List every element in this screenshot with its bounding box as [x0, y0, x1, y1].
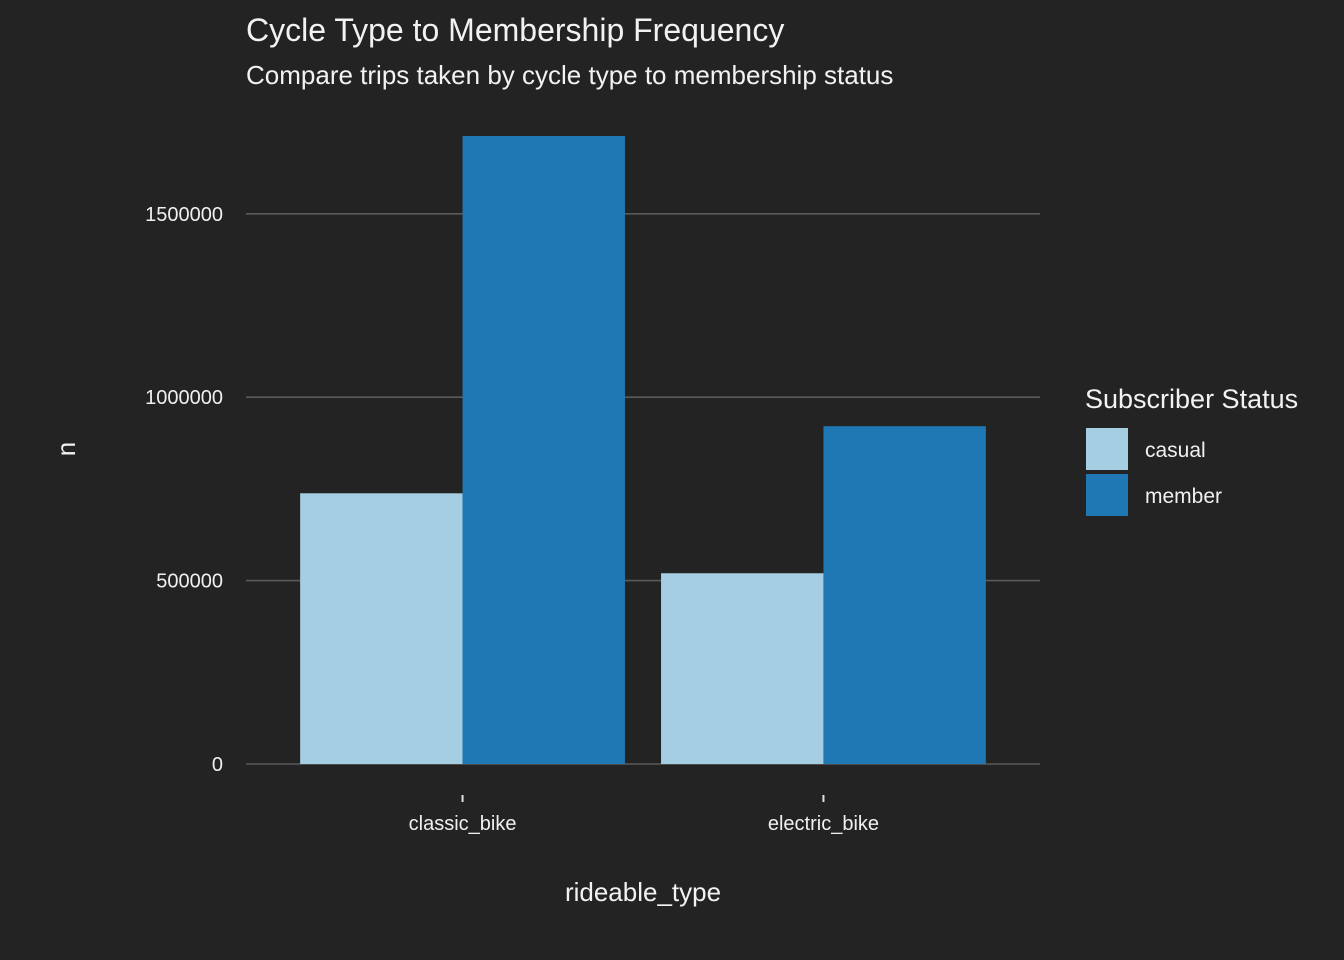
chart-title: Cycle Type to Membership Frequency	[246, 12, 784, 48]
legend-title: Subscriber Status	[1085, 384, 1298, 414]
legend-items: casual member	[1086, 428, 1222, 516]
bar-casual-electric-bike	[661, 573, 824, 764]
legend-label-casual: casual	[1145, 439, 1206, 462]
legend-swatch-casual	[1086, 428, 1128, 470]
chart-subtitle: Compare trips taken by cycle type to mem…	[246, 60, 893, 90]
legend: Subscriber Status casual member	[1085, 384, 1298, 516]
y-tick-label: 500000	[156, 571, 223, 593]
bars	[300, 136, 986, 764]
x-axis-label: rideable_type	[565, 877, 721, 907]
y-axis-ticks: 0 500000 1000000 1500000	[145, 204, 223, 776]
legend-label-member: member	[1145, 485, 1222, 508]
x-axis-ticks: classic_bike electric_bike	[409, 795, 879, 835]
bar-casual-classic-bike	[300, 493, 463, 764]
y-tick-label: 0	[212, 754, 223, 776]
bar-member-electric-bike	[823, 426, 986, 764]
legend-swatch-member	[1086, 474, 1128, 516]
x-tick-label: electric_bike	[768, 813, 879, 835]
y-axis-label: n	[51, 442, 81, 456]
x-tick-label: classic_bike	[409, 813, 517, 835]
bar-member-classic-bike	[462, 136, 625, 764]
y-tick-label: 1500000	[145, 204, 223, 226]
y-tick-label: 1000000	[145, 387, 223, 409]
